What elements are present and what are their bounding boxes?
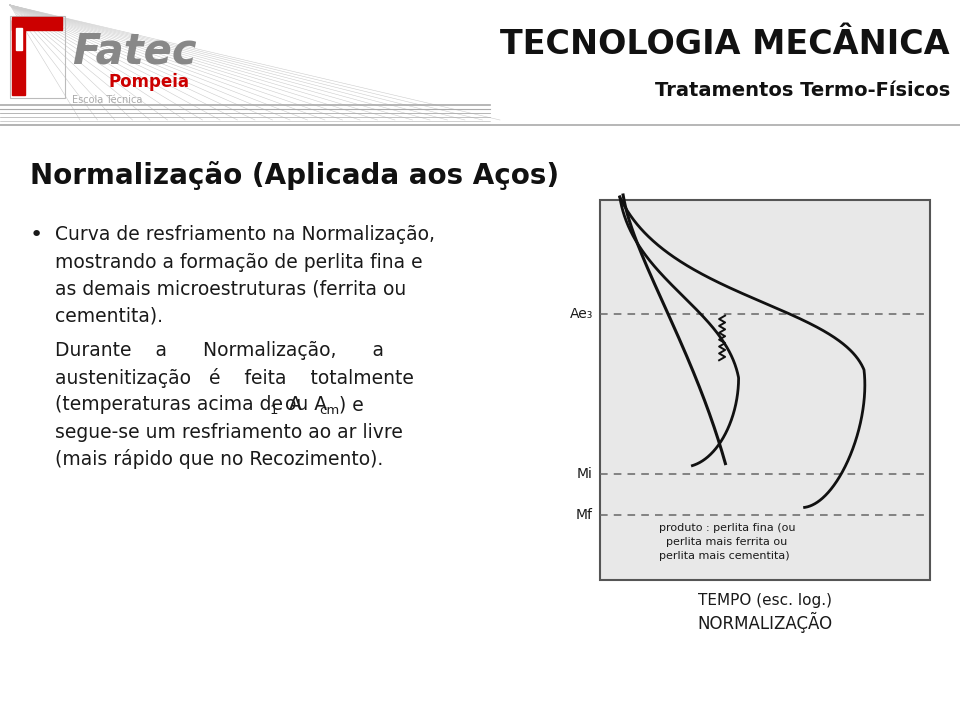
Text: mostrando a formação de perlita fina e: mostrando a formação de perlita fina e (55, 253, 422, 271)
Bar (600, 200, 930, 580)
Text: (mais rápido que no Recozimento).: (mais rápido que no Recozimento). (55, 449, 383, 469)
Text: cm: cm (319, 404, 339, 416)
Text: 1: 1 (270, 404, 278, 416)
Text: •: • (30, 225, 43, 245)
Text: Mi: Mi (577, 467, 593, 481)
Bar (12, 20, 25, 95)
Text: Fatec: Fatec (72, 31, 197, 73)
Text: produto : perlita fina (ou
  perlita mais ferrita ou
perlita mais cementita): produto : perlita fina (ou perlita mais … (660, 523, 796, 561)
Bar (10, 16, 65, 98)
Text: Normalização (Aplicada aos Aços): Normalização (Aplicada aos Aços) (30, 161, 559, 190)
Text: ou A: ou A (279, 396, 327, 414)
Text: TECNOLOGIA MECÂNICA: TECNOLOGIA MECÂNICA (500, 28, 950, 62)
Text: segue-se um resfriamento ao ar livre: segue-se um resfriamento ao ar livre (55, 423, 403, 442)
Text: (temperaturas acima de A: (temperaturas acima de A (55, 396, 301, 414)
Text: Curva de resfriamento na Normalização,: Curva de resfriamento na Normalização, (55, 226, 435, 244)
Text: Durante    a      Normalização,      a: Durante a Normalização, a (55, 341, 384, 360)
Text: cementita).: cementita). (55, 307, 163, 326)
Text: Escola Técnica: Escola Técnica (72, 95, 142, 105)
Text: Tratamentos Termo-Físicos: Tratamentos Termo-Físicos (655, 81, 950, 100)
Text: ) e: ) e (339, 396, 364, 414)
Text: as demais microestruturas (ferrita ou: as demais microestruturas (ferrita ou (55, 280, 406, 299)
Bar (12, 17, 62, 30)
Text: austenitização   é    feita    totalmente: austenitização é feita totalmente (55, 368, 414, 388)
Text: NORMALIZAÇÃO: NORMALIZAÇÃO (697, 612, 832, 632)
Text: Pompeia: Pompeia (108, 73, 189, 91)
Bar (16, 28, 22, 50)
Text: TEMPO (esc. log.): TEMPO (esc. log.) (698, 593, 832, 607)
Text: Mf: Mf (576, 508, 593, 523)
Text: Ae₃: Ae₃ (569, 307, 593, 321)
